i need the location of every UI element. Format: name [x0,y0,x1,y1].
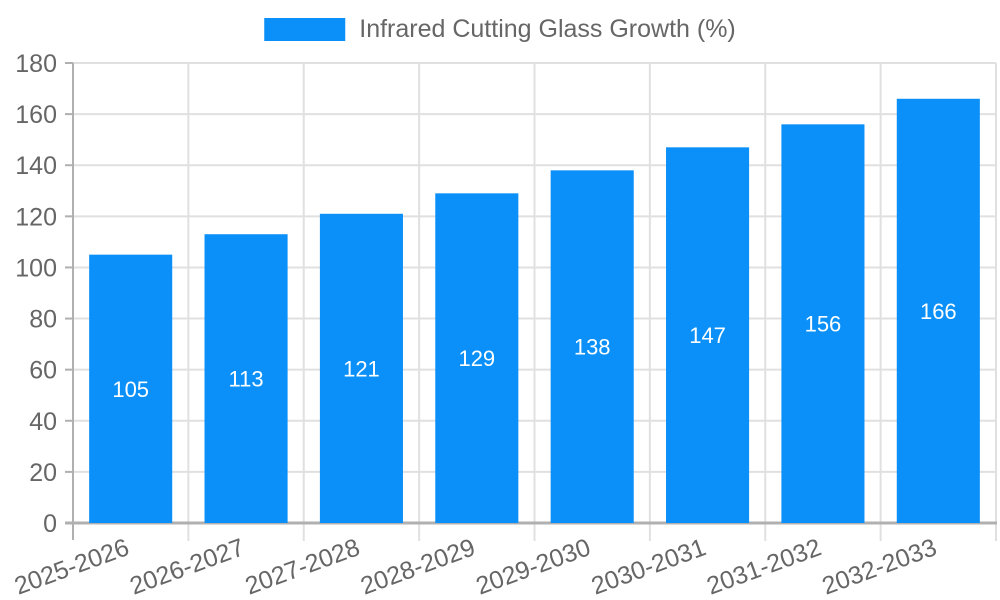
y-tick-label: 160 [15,101,57,129]
bar [319,213,403,523]
y-tick-label: 20 [29,459,57,487]
bar [781,124,865,523]
x-tick-label: 2027-2028 [242,533,364,600]
bar-value-label: 166 [920,299,957,324]
legend-swatch [264,18,346,41]
y-tick-label: 40 [29,408,57,436]
bar [89,254,173,523]
bar-value-label: 121 [343,356,380,381]
legend: Infrared Cutting Glass Growth (%) [264,17,736,42]
bar-value-label: 138 [574,335,611,360]
x-tick-label: 2030-2031 [588,533,710,600]
x-tick-label: 2025-2026 [11,533,133,600]
bar [666,147,750,524]
y-tick-label: 60 [29,357,57,385]
bar-value-label: 129 [458,346,495,371]
bar-value-label: 105 [112,377,149,402]
bar [204,234,288,523]
x-tick-label: 2029-2030 [472,533,594,600]
y-tick-label: 140 [15,152,57,180]
bar-value-label: 156 [805,312,842,337]
bar [896,98,980,524]
x-tick-label: 2032-2033 [818,533,940,600]
y-tick-label: 120 [15,203,57,231]
y-tick-label: 0 [43,510,57,538]
x-tick-label: 2028-2029 [357,533,479,600]
legend-label: Infrared Cutting Glass Growth (%) [359,15,736,43]
y-tick-label: 80 [29,306,57,334]
bar [435,193,519,524]
x-tick-label: 2026-2027 [126,533,248,600]
y-tick-label: 100 [15,254,57,282]
y-tick-label: 180 [15,50,57,78]
bar [550,170,634,524]
x-tick-label: 2031-2032 [703,533,825,600]
bar-value-label: 147 [689,323,726,348]
bar-value-label: 113 [229,367,264,392]
